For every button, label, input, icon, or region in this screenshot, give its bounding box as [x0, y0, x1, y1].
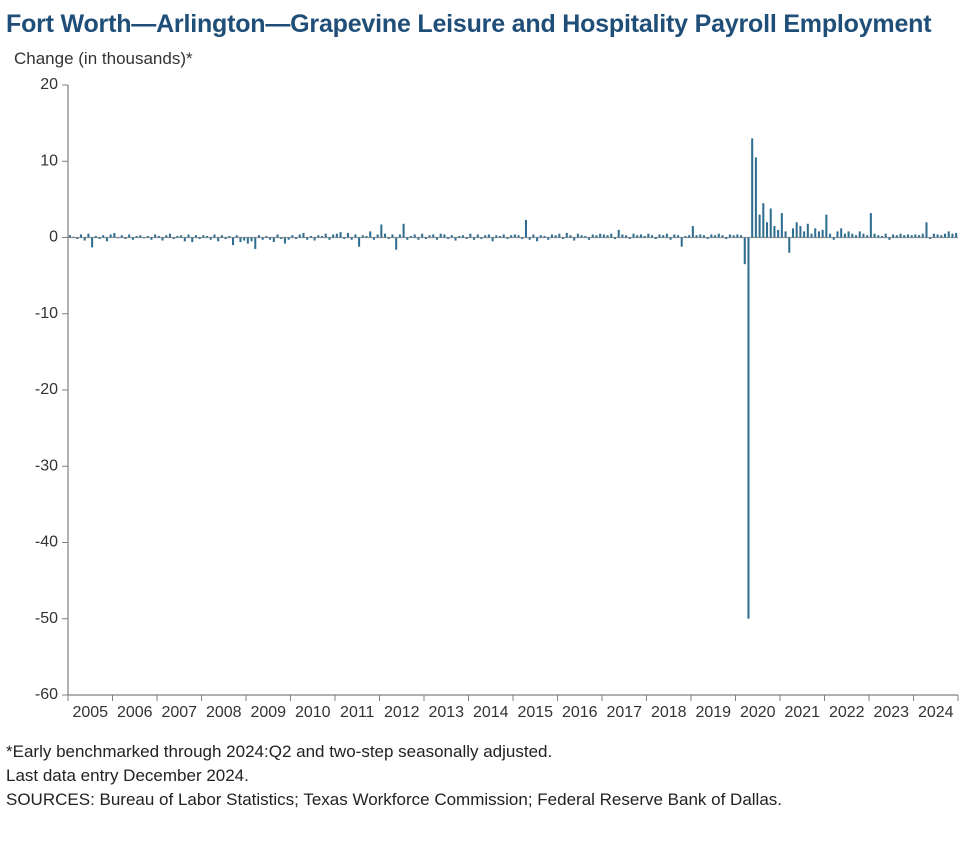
chart-title: Fort Worth—Arlington—Grapevine Leisure a…	[6, 10, 967, 39]
svg-text:-60: -60	[35, 686, 58, 703]
svg-text:10: 10	[40, 152, 58, 169]
svg-text:2013: 2013	[428, 704, 464, 721]
chart-area: -60 -50 -40 -30 -20 -10 0 10 20 2005 2006 2007 2008 2…	[8, 75, 968, 735]
footnote-benchmark: *Early benchmarked through 2024:Q2 and t…	[6, 741, 967, 764]
svg-text:20: 20	[40, 76, 58, 93]
svg-text:2016: 2016	[562, 704, 598, 721]
svg-text:2024: 2024	[918, 704, 954, 721]
svg-text:2007: 2007	[161, 704, 197, 721]
svg-text:2009: 2009	[250, 704, 286, 721]
svg-text:2020: 2020	[740, 704, 776, 721]
svg-text:2014: 2014	[473, 704, 509, 721]
svg-text:-10: -10	[35, 305, 58, 322]
svg-text:2021: 2021	[784, 704, 820, 721]
svg-text:-40: -40	[35, 534, 58, 551]
svg-text:2008: 2008	[206, 704, 242, 721]
svg-text:2017: 2017	[606, 704, 642, 721]
bar-chart-svg: -60 -50 -40 -30 -20 -10 0 10 20 2005 2006 2007 2008 2…	[8, 75, 968, 735]
svg-text:2022: 2022	[829, 704, 865, 721]
footnote-sources: SOURCES: Bureau of Labor Statistics; Tex…	[6, 789, 967, 812]
svg-text:-50: -50	[35, 610, 58, 627]
svg-text:2010: 2010	[295, 704, 331, 721]
svg-text:-20: -20	[35, 381, 58, 398]
svg-text:2019: 2019	[695, 704, 731, 721]
chart-footnotes: *Early benchmarked through 2024:Q2 and t…	[6, 741, 967, 812]
svg-text:2011: 2011	[340, 704, 375, 721]
svg-text:2023: 2023	[873, 704, 909, 721]
svg-text:2015: 2015	[517, 704, 553, 721]
footnote-lastdata: Last data entry December 2024.	[6, 765, 967, 788]
svg-text:0: 0	[49, 229, 58, 246]
y-axis-label: Change (in thousands)*	[14, 49, 967, 69]
svg-text:-30: -30	[35, 457, 58, 474]
svg-text:2005: 2005	[72, 704, 108, 721]
svg-text:2012: 2012	[384, 704, 420, 721]
svg-text:2006: 2006	[117, 704, 153, 721]
svg-text:2018: 2018	[651, 704, 687, 721]
